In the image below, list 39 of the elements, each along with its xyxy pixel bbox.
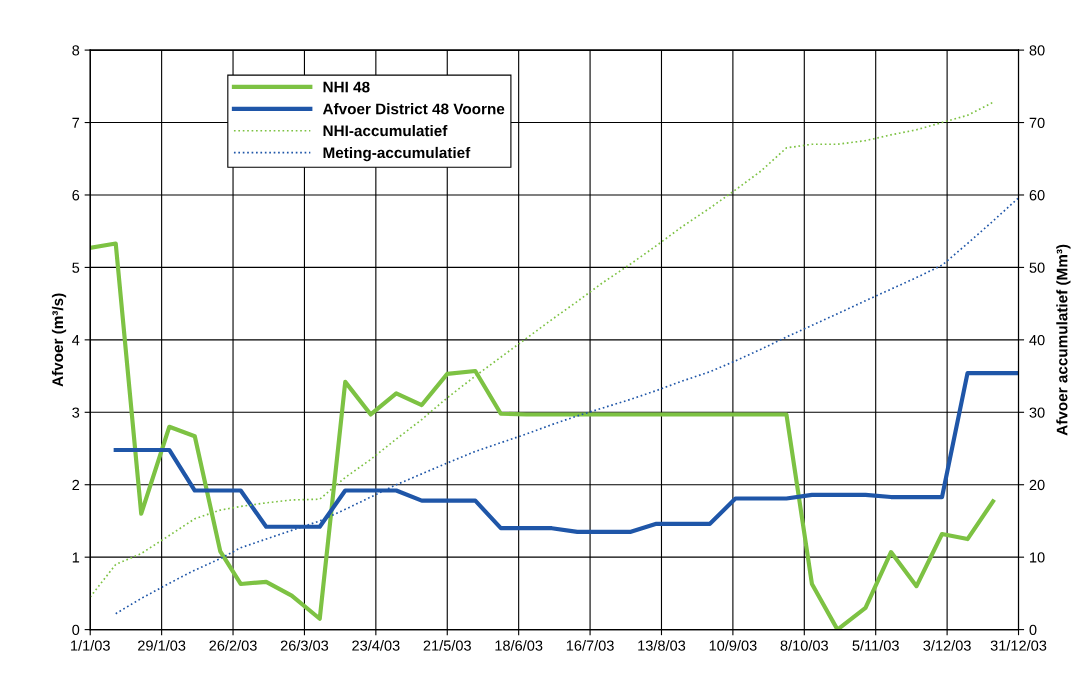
- x-tick-label: 10/9/03: [709, 640, 757, 651]
- x-tick-label: 26/3/03: [280, 640, 329, 651]
- y-tick-label: 7: [72, 117, 80, 128]
- x-tick-label: 13/8/03: [638, 640, 686, 651]
- y-tick-label: 3: [72, 407, 80, 418]
- x-tick-label: 29/1/03: [138, 640, 186, 651]
- y-tick-label: 2: [72, 479, 80, 491]
- x-tick-label: 8/10/03: [780, 640, 828, 651]
- y-tick-label: 4: [72, 335, 80, 346]
- y2-tick-label: 30: [1029, 407, 1045, 418]
- x-tick-label: 5/11/03: [852, 640, 899, 651]
- legend-label: Meting-accumulatief: [323, 146, 471, 162]
- y2-tick-label: 70: [1029, 117, 1045, 128]
- x-tick-label: 21/5/03: [423, 640, 471, 651]
- y-tick-label: 8: [72, 45, 80, 56]
- legend-label: NHI 48: [323, 81, 370, 93]
- x-tick-label: 1/1/03: [71, 640, 110, 651]
- y2-tick-label: 0: [1029, 624, 1037, 636]
- line-series: [114, 197, 1019, 615]
- y2-tick-label: 40: [1029, 334, 1045, 346]
- y-tick-label: 0: [72, 624, 80, 636]
- x-tick-label: 16/7/03: [566, 640, 614, 651]
- y-tick-label: 6: [72, 190, 80, 201]
- y2-axis-title: Afvoer accumulatief (Mm³): [1056, 244, 1071, 436]
- y-tick-label: 1: [72, 552, 80, 563]
- x-tick-label: 3/12/03: [923, 640, 971, 651]
- x-tick-label: 18/6/03: [495, 640, 543, 651]
- x-tick-label: 23/4/03: [352, 640, 400, 651]
- x-tick-label: 31/12/03: [990, 640, 1047, 651]
- x-tick-label: 26/2/03: [209, 640, 257, 651]
- y2-tick-label: 20: [1029, 479, 1045, 491]
- y-tick-label: 5: [72, 262, 80, 273]
- y2-tick-label: 50: [1029, 262, 1045, 273]
- legend-label: Afvoer District 48 Voorne: [322, 103, 505, 115]
- y2-tick-label: 10: [1030, 552, 1045, 563]
- y-axis-title: Afvoer (m³/s): [51, 293, 67, 387]
- y2-tick-label: 60: [1029, 190, 1045, 201]
- y2-tick-label: 80: [1029, 45, 1045, 56]
- legend-label: NHI-accumulatief: [323, 124, 448, 137]
